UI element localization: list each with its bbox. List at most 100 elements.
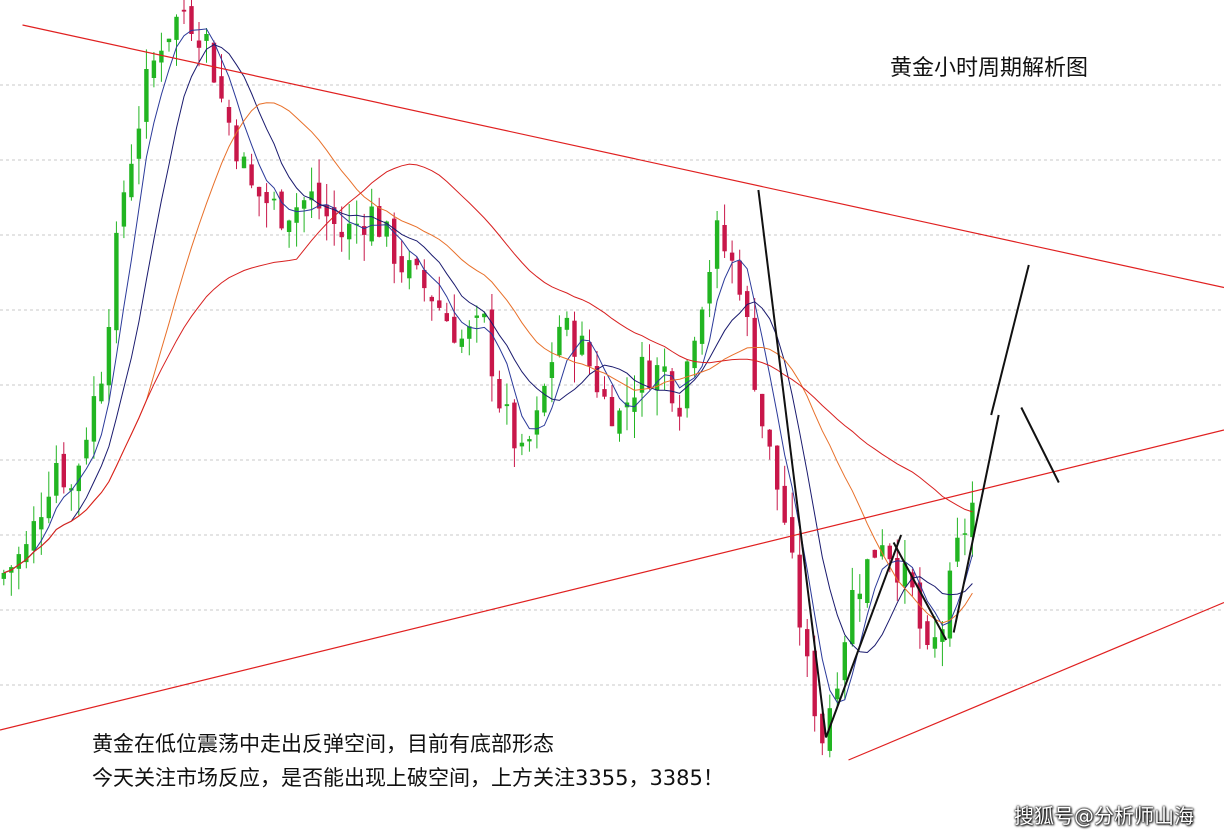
candle-body-2 [16, 554, 21, 569]
candle-body-45 [339, 231, 344, 238]
trendline-1 [848, 601, 1224, 761]
candle-body-80 [602, 389, 607, 397]
candle-body-13 [99, 383, 104, 402]
pattern-line-2 [892, 542, 948, 641]
candle-body-10 [76, 465, 81, 492]
candle-body-87 [654, 365, 660, 391]
candle-body-51 [384, 221, 389, 237]
candle-body-46 [347, 223, 352, 240]
candle-body-125 [940, 629, 945, 642]
candle-body-8 [61, 453, 66, 488]
candle-body-24 [181, 9, 187, 12]
candle-body-75 [564, 317, 570, 330]
candle-body-124 [932, 637, 938, 649]
candle-body-94 [707, 272, 712, 304]
candle-body-118 [887, 545, 892, 560]
ma-20-line [3, 102, 973, 624]
candle-body-123 [925, 621, 930, 645]
candle-body-102 [767, 429, 772, 447]
candle-body-86 [647, 360, 652, 388]
candle-body-50 [377, 206, 382, 237]
candle-body-54 [407, 260, 412, 279]
candle-body-101 [760, 393, 765, 427]
ma-5-line [3, 28, 973, 704]
candle-body-100 [752, 317, 757, 390]
candle-body-93 [699, 309, 705, 344]
candle-body-47 [354, 223, 359, 226]
candle-body-82 [617, 410, 622, 434]
candle-body-64 [482, 313, 487, 318]
candle-body-71 [534, 410, 540, 435]
candle-body-116 [872, 549, 877, 558]
candle-body-18 [136, 128, 142, 159]
candle-body-37 [279, 191, 284, 229]
candle-body-19 [144, 69, 149, 122]
candle-body-49 [369, 206, 374, 242]
candle-body-58 [437, 300, 442, 308]
candle-body-56 [422, 269, 427, 289]
candle-body-7 [54, 463, 59, 496]
candle-body-79 [594, 366, 600, 393]
candle-body-113 [850, 590, 855, 645]
candle-body-70 [527, 439, 532, 442]
candle-body-0 [1, 572, 7, 579]
candle-body-17 [129, 163, 134, 198]
candle-body-89 [669, 371, 675, 404]
candle-body-73 [549, 362, 555, 378]
candle-body-105 [790, 517, 795, 553]
candle-body-60 [452, 316, 457, 343]
candle-body-90 [677, 407, 682, 417]
candle-body-74 [557, 326, 562, 356]
candle-body-97 [729, 252, 735, 261]
candle-body-21 [159, 50, 164, 63]
candle-body-88 [662, 366, 667, 372]
candle-body-11 [84, 439, 89, 459]
candle-body-95 [714, 220, 720, 269]
pattern-line-4 [990, 264, 1030, 416]
candle-body-126 [947, 570, 953, 639]
candle-body-83 [624, 402, 630, 408]
candle-body-23 [174, 16, 179, 40]
candle-body-35 [264, 192, 269, 204]
candle-body-117 [880, 545, 885, 557]
candle-body-111 [835, 688, 840, 700]
candle-body-30 [226, 107, 232, 123]
candle-body-62 [467, 326, 472, 339]
ma-40-line [3, 163, 973, 574]
candle-body-129 [970, 502, 975, 538]
candle-body-77 [579, 335, 585, 355]
candle-body-91 [684, 361, 690, 409]
candle-body-29 [219, 76, 224, 99]
candle-body-9 [69, 488, 74, 491]
candle-body-32 [241, 156, 247, 169]
chart-title: 黄金小时周期解析图 [890, 56, 1089, 81]
candle-body-39 [294, 207, 299, 223]
candle-body-96 [722, 225, 727, 252]
candle-body-84 [632, 397, 637, 412]
watermark: 搜狐号@分析师山海 [1014, 804, 1194, 828]
candle-body-57 [429, 296, 434, 302]
candle-body-3 [24, 544, 29, 563]
candle-body-115 [865, 559, 870, 603]
candle-body-114 [857, 593, 862, 600]
candle-body-41 [309, 191, 314, 201]
candle-body-81 [609, 397, 615, 427]
candle-body-108 [812, 650, 817, 717]
candle-body-5 [39, 517, 44, 530]
candle-body-68 [512, 402, 517, 449]
candle-body-106 [797, 554, 802, 628]
ma-10-line [3, 44, 973, 654]
candle-body-43 [324, 204, 329, 217]
candle-body-121 [910, 572, 915, 588]
candle-body-72 [542, 385, 547, 413]
candle-body-61 [459, 338, 464, 347]
candle-body-76 [572, 320, 577, 357]
candle-body-103 [775, 445, 780, 490]
candle-body-69 [519, 442, 525, 447]
candle-body-38 [286, 220, 292, 232]
candle-body-42 [316, 182, 322, 209]
trendline-2 [22, 24, 1224, 289]
candle-body-36 [271, 198, 277, 201]
candle-body-31 [234, 125, 239, 162]
candle-body-98 [737, 260, 742, 295]
